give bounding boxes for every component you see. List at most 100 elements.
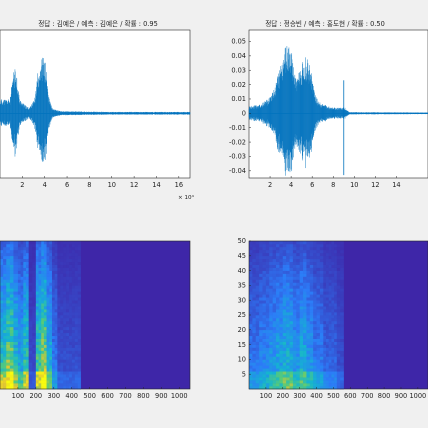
spectrogram-cell — [54, 380, 58, 384]
spectrogram-cell — [292, 243, 297, 248]
spectrogram-left-image — [0, 241, 190, 390]
spectrogram-cell — [286, 383, 290, 387]
spectrogram-cell — [336, 359, 341, 363]
spectrogram-cell — [269, 315, 273, 319]
spectrogram-cell — [51, 312, 55, 316]
spectrogram-cell — [331, 294, 335, 298]
spectrogram-cell — [32, 258, 37, 263]
spectrogram-cell — [309, 267, 314, 271]
spectrogram-cell — [38, 243, 42, 248]
spectrogram-cell — [292, 374, 297, 378]
spectrogram-x-tick-label: 300 — [47, 392, 60, 400]
spectrogram-cell — [306, 344, 311, 348]
spectrogram-cell — [313, 350, 317, 354]
spectrogram-cell — [289, 288, 294, 292]
spectrogram-cell — [41, 300, 45, 304]
spectrogram-cell — [20, 312, 24, 316]
spectrogram-cell — [289, 291, 294, 295]
spectrogram-cell — [296, 338, 300, 342]
spectrogram-cell — [69, 309, 73, 313]
spectrogram-cell — [328, 276, 332, 280]
spectrogram-cell — [0, 335, 4, 339]
spectrogram-cell — [259, 371, 263, 375]
spectrogram-cell — [9, 294, 14, 298]
spectrogram-cell — [32, 374, 37, 378]
spectrogram-cell — [69, 335, 73, 339]
spectrogram-cell — [252, 255, 257, 260]
spectrogram-cell — [279, 282, 284, 286]
spectrogram-cell — [309, 359, 314, 363]
spectrogram-cell — [316, 335, 321, 339]
spectrogram-cell — [313, 288, 317, 292]
spectrogram-cell — [326, 341, 329, 345]
spectrogram-cell — [63, 329, 67, 334]
spectrogram-cell — [35, 326, 39, 331]
spectrogram-cell — [71, 347, 76, 351]
spectrogram-cell — [69, 294, 73, 298]
spectrogram-cell — [292, 312, 297, 316]
spectrogram-cell — [38, 380, 42, 384]
spectrogram-cell — [282, 368, 287, 372]
spectrogram-x-tick-label: 500 — [327, 392, 340, 400]
spectrogram-cell — [331, 374, 335, 378]
spectrogram-cell — [13, 359, 19, 363]
spectrogram-cell — [49, 350, 53, 354]
spectrogram-cell — [255, 341, 260, 345]
spectrogram-cell — [43, 320, 47, 325]
spectrogram-cell — [13, 306, 19, 310]
spectrogram-cell — [272, 252, 277, 257]
spectrogram-cell — [306, 261, 311, 265]
spectrogram-cell — [54, 356, 58, 360]
spectrogram-cell — [63, 341, 67, 345]
spectrogram-cell — [32, 323, 37, 328]
spectrogram-cell — [272, 335, 277, 339]
spectrogram-cell — [328, 282, 332, 286]
spectrogram-cell — [9, 300, 14, 304]
spectrogram-cell — [292, 297, 297, 301]
spectrogram-cell — [9, 270, 14, 274]
spectrogram-cell — [57, 329, 61, 334]
spectrogram-cell — [340, 252, 344, 257]
spectrogram-cell — [51, 320, 55, 325]
spectrogram-cell — [299, 312, 304, 316]
spectrogram-cell — [269, 377, 273, 381]
spectrogram-cell — [306, 317, 311, 322]
spectrogram-cell — [17, 261, 21, 265]
spectrogram-cell — [66, 249, 70, 254]
spectrogram-cell — [252, 344, 257, 348]
spectrogram-cell — [306, 288, 311, 292]
spectrogram-cell — [272, 356, 277, 360]
spectrogram-cell — [279, 270, 284, 274]
spectrogram-cell — [269, 306, 273, 310]
spectrogram-cell — [252, 332, 257, 337]
spectrogram-cell — [63, 303, 67, 307]
spectrogram-cell — [51, 329, 55, 334]
spectrogram-cell — [17, 258, 21, 263]
spectrogram-cell — [336, 261, 341, 265]
spectrogram-cell — [43, 297, 47, 301]
spectrogram-cell — [262, 338, 267, 342]
spectrogram-cell — [54, 294, 58, 298]
spectrogram-cell — [38, 285, 42, 289]
spectrogram-cell — [255, 303, 260, 307]
spectrogram-cell — [323, 344, 327, 348]
spectrogram-cell — [323, 326, 327, 331]
spectrogram-cell — [9, 365, 14, 369]
spectrogram-cell — [282, 270, 287, 274]
spectrogram-cell — [265, 323, 270, 328]
spectrogram-cell — [269, 270, 273, 274]
spectrogram-cell — [265, 317, 270, 322]
spectrogram-cell — [69, 246, 73, 251]
spectrogram-cell — [46, 315, 50, 319]
spectrogram-cell — [282, 320, 287, 325]
spectrogram-cell — [306, 291, 311, 295]
spectrogram-cell — [252, 386, 257, 390]
spectrogram-cell — [69, 243, 73, 248]
spectrogram-cell — [309, 258, 314, 263]
spectrogram-cell — [303, 279, 307, 283]
spectrogram-cell — [9, 261, 14, 265]
spectrogram-cell — [265, 371, 270, 375]
spectrogram-cell — [20, 285, 24, 289]
spectrogram-cell — [77, 377, 81, 381]
spectrogram-cell — [265, 282, 270, 286]
